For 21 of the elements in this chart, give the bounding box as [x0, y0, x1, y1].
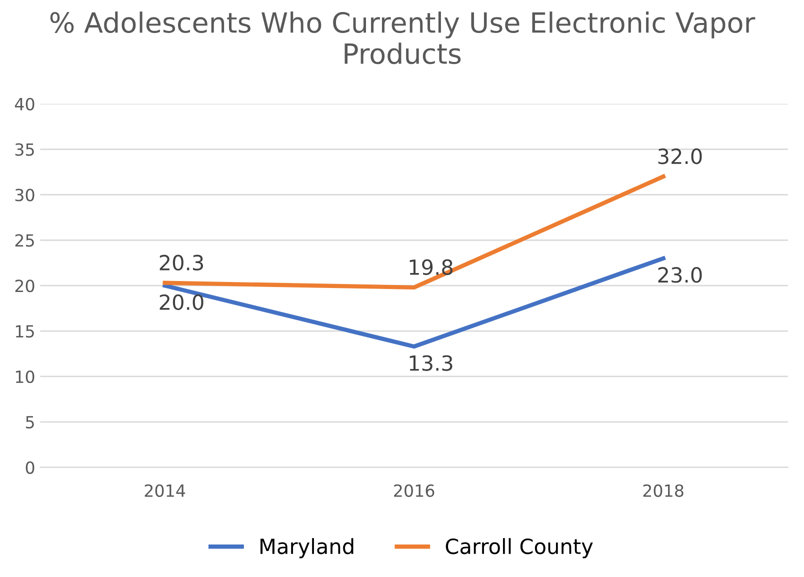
x-tick-label: 2018: [643, 484, 684, 497]
legend-label: Maryland: [260, 538, 354, 558]
data-label: 23.0: [658, 267, 702, 283]
chart-title: % Adolescents Who Currently Use Electronic Vapor Products: [50, 12, 756, 64]
data-label: 32.0: [658, 148, 702, 164]
data-label: 20.3: [160, 254, 204, 271]
y-tick-label: 20: [15, 280, 34, 292]
y-tick-label: 15: [16, 325, 34, 338]
y-tick-label: 30: [15, 188, 34, 202]
legend-label: Carroll County: [446, 538, 593, 558]
data-label: 19.8: [410, 259, 452, 276]
x-tick-label: 2014: [144, 484, 186, 497]
y-tick-label: 35: [15, 143, 34, 156]
data-label: 20.0: [160, 294, 204, 310]
y-tick-label: 5: [26, 416, 34, 428]
y-tick-label: 25: [15, 234, 34, 247]
y-tick-label: 0: [26, 461, 34, 474]
x-tick-label: 2016: [394, 484, 434, 497]
data-label: 13.3: [410, 355, 452, 371]
y-tick-label: 10: [16, 370, 34, 384]
y-tick-label: 40: [14, 98, 34, 110]
